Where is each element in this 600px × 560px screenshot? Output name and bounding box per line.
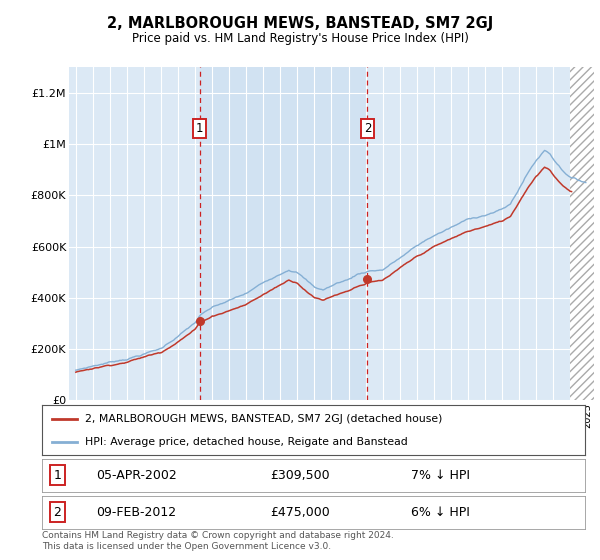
Text: Price paid vs. HM Land Registry's House Price Index (HPI): Price paid vs. HM Land Registry's House …	[131, 32, 469, 45]
Text: 05-APR-2002: 05-APR-2002	[97, 469, 177, 482]
Text: 2, MARLBOROUGH MEWS, BANSTEAD, SM7 2GJ: 2, MARLBOROUGH MEWS, BANSTEAD, SM7 2GJ	[107, 16, 493, 31]
Text: 2, MARLBOROUGH MEWS, BANSTEAD, SM7 2GJ (detached house): 2, MARLBOROUGH MEWS, BANSTEAD, SM7 2GJ (…	[85, 414, 443, 424]
Text: 2: 2	[364, 122, 371, 135]
Text: 1: 1	[196, 122, 203, 135]
Text: £309,500: £309,500	[270, 469, 329, 482]
Bar	[570, 67, 594, 400]
Bar	[200, 67, 367, 400]
Text: 1: 1	[53, 469, 61, 482]
Text: 09-FEB-2012: 09-FEB-2012	[97, 506, 176, 519]
Text: £475,000: £475,000	[270, 506, 330, 519]
Text: 7% ↓ HPI: 7% ↓ HPI	[411, 469, 470, 482]
Text: 6% ↓ HPI: 6% ↓ HPI	[411, 506, 470, 519]
Text: HPI: Average price, detached house, Reigate and Banstead: HPI: Average price, detached house, Reig…	[85, 437, 408, 447]
Text: 2: 2	[53, 506, 61, 519]
Text: Contains HM Land Registry data © Crown copyright and database right 2024.
This d: Contains HM Land Registry data © Crown c…	[42, 531, 394, 551]
